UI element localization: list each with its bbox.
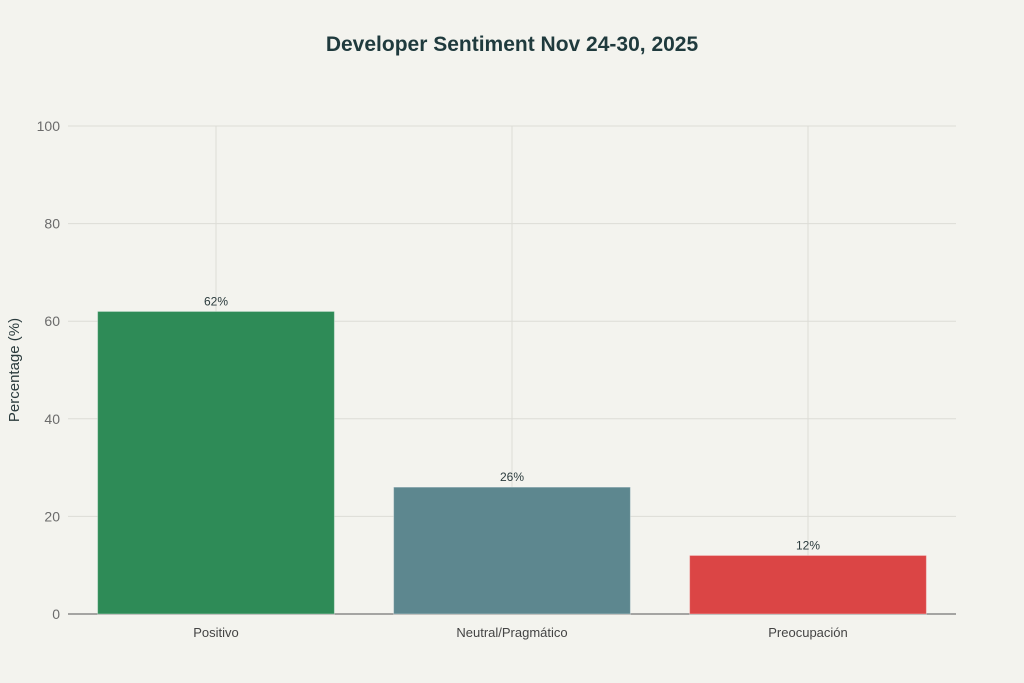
y-tick-label: 40 [44, 411, 60, 427]
data-label: 26% [500, 470, 524, 484]
x-tick-label: Neutral/Pragmático [456, 625, 567, 640]
chart-title: Developer Sentiment Nov 24-30, 2025 [326, 33, 699, 56]
y-tick-label: 80 [44, 216, 60, 232]
bar-1 [393, 486, 631, 615]
y-tick-label: 100 [37, 118, 61, 134]
bar-0 [97, 310, 335, 615]
data-label: 12% [796, 538, 820, 552]
y-tick-label: 0 [52, 606, 60, 622]
y-tick-label: 20 [44, 508, 60, 524]
data-label: 62% [204, 294, 228, 308]
x-tick-label: Preocupación [768, 625, 848, 640]
y-tick-label: 60 [44, 313, 60, 329]
x-tick-label: Positivo [193, 625, 239, 640]
y-axis-label: Percentage (%) [6, 318, 23, 422]
bar-2 [689, 554, 927, 615]
